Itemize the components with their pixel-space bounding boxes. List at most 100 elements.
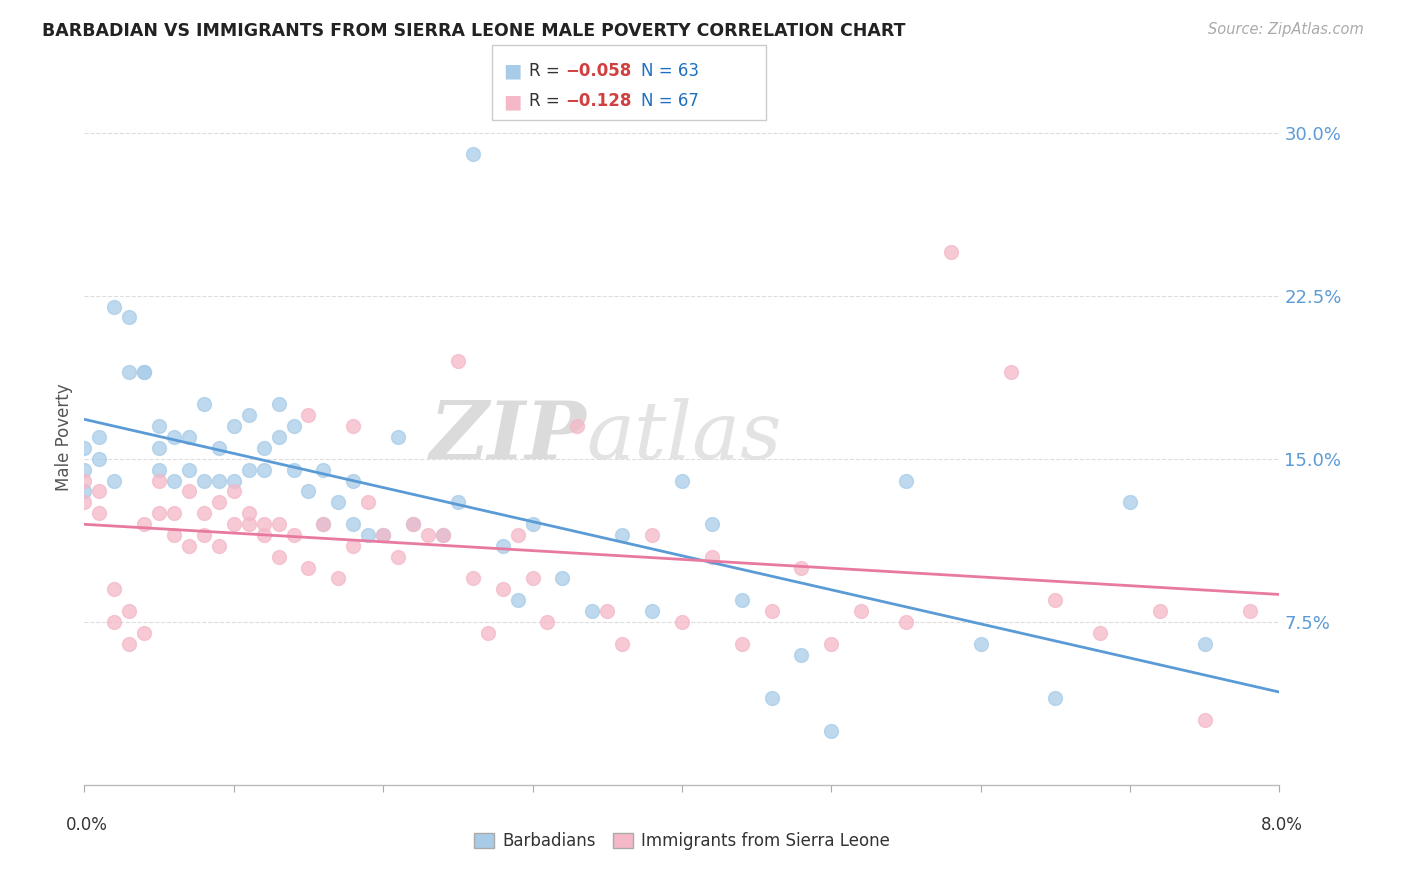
Point [267,549,290,564]
Point [1088,625,1111,640]
Point [89,430,111,444]
Point [492,582,515,597]
Point [267,516,290,531]
Point [297,409,319,423]
Point [118,310,141,325]
Point [610,637,633,651]
Point [342,516,364,531]
Text: N = 67: N = 67 [641,93,699,111]
Point [208,495,231,509]
Text: −0.128: −0.128 [565,93,631,111]
Point [312,463,335,477]
Point [596,604,619,618]
Point [73,463,96,477]
Point [1000,365,1022,379]
Point [1194,713,1216,727]
Point [148,419,170,434]
Point [641,528,664,542]
Point [328,571,350,585]
Point [536,615,558,629]
Point [193,506,215,520]
Point [193,528,215,542]
Point [432,528,454,542]
Point [283,463,305,477]
Point [297,484,319,499]
Point [148,441,170,455]
Point [387,549,409,564]
Point [253,516,276,531]
Point [312,516,335,531]
Text: atlas: atlas [586,399,782,475]
Point [222,419,245,434]
Point [148,463,170,477]
Text: ■: ■ [503,92,522,111]
Point [342,419,364,434]
Point [253,528,276,542]
Point [761,690,783,705]
Point [148,506,170,520]
Point [969,637,991,651]
Point [342,474,364,488]
Y-axis label: Male Poverty: Male Poverty [55,384,73,491]
Point [567,419,589,434]
Point [790,648,813,662]
Point [73,495,96,509]
Point [103,615,125,629]
Legend: Barbadians, Immigrants from Sierra Leone: Barbadians, Immigrants from Sierra Leone [467,825,897,856]
Point [222,484,245,499]
Text: ■: ■ [503,62,522,80]
Point [253,463,276,477]
Text: R =: R = [529,93,565,111]
Point [267,397,290,411]
Point [447,495,470,509]
Text: −0.058: −0.058 [565,62,631,80]
Point [342,539,364,553]
Text: Source: ZipAtlas.com: Source: ZipAtlas.com [1208,22,1364,37]
Text: ZIP: ZIP [429,399,586,475]
Text: BARBADIAN VS IMMIGRANTS FROM SIERRA LEONE MALE POVERTY CORRELATION CHART: BARBADIAN VS IMMIGRANTS FROM SIERRA LEON… [42,22,905,40]
Point [1149,604,1171,618]
Point [163,506,186,520]
Point [177,463,200,477]
Point [103,300,125,314]
Point [371,528,394,542]
Point [267,430,290,444]
Point [700,516,723,531]
Point [506,528,529,542]
Point [1045,690,1067,705]
Text: R =: R = [529,62,565,80]
Point [506,593,529,607]
Point [103,582,125,597]
Point [641,604,664,618]
Point [671,615,693,629]
Point [193,474,215,488]
Point [402,516,425,531]
Point [312,516,335,531]
Point [1119,495,1142,509]
Point [939,245,962,260]
Point [238,506,260,520]
Point [177,430,200,444]
Point [208,474,231,488]
Point [416,528,439,542]
Point [283,528,305,542]
Point [371,528,394,542]
Point [283,419,305,434]
Point [132,625,156,640]
Point [894,615,917,629]
Point [222,474,245,488]
Point [461,571,484,585]
Point [177,484,200,499]
Point [297,560,319,574]
Point [193,397,215,411]
Point [103,474,125,488]
Point [177,539,200,553]
Point [522,516,544,531]
Point [461,147,484,161]
Point [1239,604,1261,618]
Point [894,474,917,488]
Point [208,441,231,455]
Point [522,571,544,585]
Point [820,637,842,651]
Point [222,516,245,531]
